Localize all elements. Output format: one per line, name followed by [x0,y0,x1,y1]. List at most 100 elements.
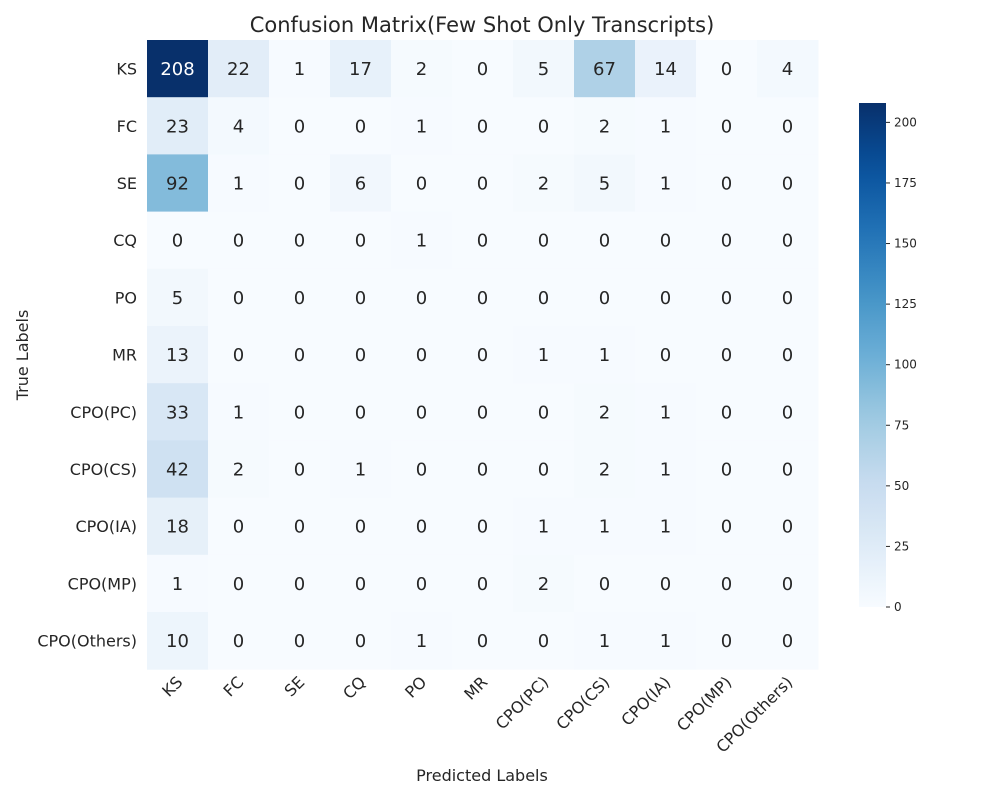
cell-3-5 [452,211,514,270]
x-tick-label-2: SE [281,673,309,701]
cell-annotation-0-3: 17 [349,59,372,80]
colorbar-tick-label-3: 75 [894,418,909,432]
x-tick-label-1: FC [219,673,247,701]
y-tick-label-2: SE [117,174,137,193]
cell-5-7 [574,326,636,384]
cell-annotation-4-5: 0 [477,288,488,309]
cell-1-8 [635,97,697,155]
cell-annotation-8-9: 0 [721,517,732,538]
cell-annotation-5-10: 0 [782,345,793,366]
cell-annotation-2-10: 0 [782,174,793,195]
cell-annotation-3-5: 0 [477,231,488,252]
cell-3-7 [574,211,636,270]
cell-7-6 [513,440,575,499]
y-tick-label-3: CQ [113,231,137,250]
cell-annotation-10-10: 0 [782,631,793,652]
cell-4-6 [513,268,575,327]
cell-annotation-1-4: 1 [416,116,427,137]
cell-0-1 [208,40,270,98]
cell-annotation-4-9: 0 [721,288,732,309]
cell-6-6 [513,383,575,441]
cell-annotation-0-10: 4 [782,59,793,80]
cell-10-7 [574,612,636,670]
cell-annotation-5-5: 0 [477,345,488,366]
cell-annotation-8-0: 18 [166,517,189,538]
cell-4-8 [635,268,697,327]
cell-annotation-8-10: 0 [782,517,793,538]
cell-annotation-10-7: 1 [599,631,610,652]
cell-annotation-3-8: 0 [660,231,671,252]
colorbar-tick-label-5: 125 [894,297,917,311]
cell-annotation-6-1: 1 [233,402,244,423]
cell-annotation-0-5: 0 [477,59,488,80]
cell-annotation-4-8: 0 [660,288,671,309]
colorbar-tick-label-4: 100 [894,358,917,372]
x-tick-label-7: CPO(CS) [552,673,613,734]
colorbar-tick-label-7: 175 [894,176,917,190]
cell-annotation-4-7: 0 [599,288,610,309]
cell-annotation-9-9: 0 [721,574,732,595]
cell-10-0 [147,612,209,670]
chart-title: Confusion Matrix(Few Shot Only Transcrip… [250,13,715,37]
cell-annotation-6-3: 0 [355,402,366,423]
cell-0-5 [452,40,514,98]
cell-annotation-1-1: 4 [233,116,244,137]
cell-annotation-3-3: 0 [355,231,366,252]
cell-1-6 [513,97,575,155]
cell-8-10 [757,497,819,556]
x-tick-labels: KS FC SE CQ PO MR CPO(PC) CPO(CS) CPO(IA)CPO(MP)… [158,673,796,757]
cell-annotation-5-6: 1 [538,345,549,366]
cell-8-4 [391,497,453,556]
cell-annotation-6-4: 0 [416,402,427,423]
cell-annotation-5-4: 0 [416,345,427,366]
cell-7-3 [330,440,392,499]
cell-9-6 [513,554,575,613]
cell-annotation-10-0: 10 [166,631,189,652]
cell-annotation-3-0: 0 [172,231,183,252]
cell-6-1 [208,383,270,441]
cell-7-9 [696,440,758,499]
cell-5-10 [757,326,819,384]
colorbar-tick-label-8: 200 [894,115,917,129]
cell-annotation-1-6: 0 [538,116,549,137]
cell-annotation-0-9: 0 [721,59,732,80]
cell-9-4 [391,554,453,613]
cell-8-3 [330,497,392,556]
cell-7-10 [757,440,819,499]
cell-6-10 [757,383,819,441]
cell-annotation-5-0: 13 [166,345,189,366]
cell-8-9 [696,497,758,556]
cell-annotation-4-0: 5 [172,288,183,309]
cell-2-2 [269,154,331,213]
cell-1-0 [147,97,209,155]
cell-7-7 [574,440,636,499]
cell-annotation-7-8: 1 [660,460,671,481]
cell-2-6 [513,154,575,213]
cell-annotation-10-3: 0 [355,631,366,652]
cell-annotation-10-2: 0 [294,631,305,652]
cell-6-9 [696,383,758,441]
cell-10-9 [696,612,758,670]
cell-10-6 [513,612,575,670]
y-tick-label-5: MR [112,346,137,365]
cell-annotation-3-10: 0 [782,231,793,252]
cell-8-0 [147,497,209,556]
cell-3-3 [330,211,392,270]
cell-annotation-9-3: 0 [355,574,366,595]
cell-9-0 [147,554,209,613]
cell-annotation-7-4: 0 [416,460,427,481]
cell-5-5 [452,326,514,384]
cell-annotation-7-6: 0 [538,460,549,481]
y-tick-label-0: KS [116,60,137,79]
x-tick-label-4: PO [401,673,430,702]
cell-8-1 [208,497,270,556]
cell-annotation-10-4: 1 [416,631,427,652]
x-tick-label-9: CPO(MP) [673,673,735,735]
cell-annotation-9-7: 0 [599,574,610,595]
cell-1-4 [391,97,453,155]
cell-7-4 [391,440,453,499]
cell-annotation-3-1: 0 [233,231,244,252]
cell-annotation-5-1: 0 [233,345,244,366]
y-tick-label-8: CPO(IA) [75,517,137,536]
